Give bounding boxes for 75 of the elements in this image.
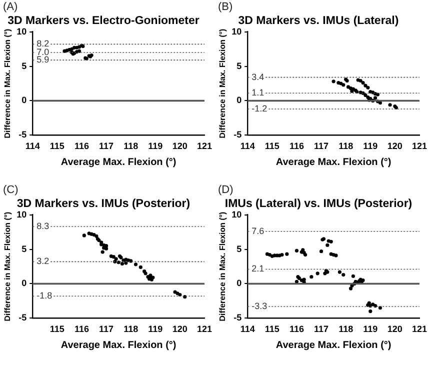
- ref-line-label: 2.1: [252, 264, 264, 274]
- y-tick-label: -5: [234, 312, 242, 323]
- y-axis-title: Difference in Max. Flexion (°): [3, 28, 12, 138]
- x-tick-label: 117: [314, 141, 329, 152]
- x-tick-label: 117: [99, 141, 114, 152]
- x-tick-label: 118: [338, 324, 354, 334]
- x-tick-label: 118: [124, 141, 138, 152]
- ref-line-label: 5.9: [36, 54, 50, 65]
- x-tick-label: 119: [148, 324, 163, 334]
- y-tick-label: 10: [232, 209, 242, 220]
- chart-title: 3D Markers vs. IMUs (Lateral): [238, 15, 399, 28]
- x-tick-label: 119: [363, 324, 378, 334]
- chart-title: 3D Markers vs. Electro-Goniometer: [8, 15, 200, 28]
- chart-title: IMUs (Lateral) vs. IMUs (Posterior): [224, 198, 412, 210]
- x-axis-title: Average Max. Flexion (°): [276, 340, 392, 351]
- x-tick-label: 121: [196, 141, 212, 152]
- x-tick-label: 120: [387, 141, 402, 152]
- x-tick-label: 114: [240, 141, 255, 152]
- y-axis-title: Difference in Max. Flexion (°): [218, 28, 228, 138]
- x-tick-label: 114: [240, 324, 255, 334]
- text: (C): [3, 184, 18, 196]
- y-tick-label: 5: [22, 244, 27, 254]
- ref-line-label: 1.1: [252, 88, 264, 98]
- y-tick-label: -5: [18, 130, 27, 140]
- y-tick-label: 0: [236, 278, 242, 288]
- x-tick-label: 118: [124, 324, 138, 334]
- text: (B): [218, 1, 233, 13]
- x-tick-label: 120: [387, 324, 402, 334]
- y-tick-label: 0: [236, 95, 242, 106]
- chart-title: 3D Markers vs. IMUs (Posterior): [16, 198, 190, 210]
- ref-line-label: 8.3: [36, 221, 50, 232]
- ref-line-label: 7.0: [36, 46, 50, 57]
- ref-line-label: 7.6: [252, 226, 264, 236]
- x-tick-label: 120: [172, 324, 188, 334]
- y-tick-label: 5: [236, 60, 242, 71]
- y-tick-label: 0: [22, 278, 27, 288]
- x-tick-label: 116: [74, 141, 89, 152]
- ref-line-label: -1.2: [252, 103, 268, 114]
- ref-line-label: 3.4: [252, 72, 264, 82]
- x-tick-label: 115: [50, 141, 64, 152]
- ref-line-label: 3.2: [36, 256, 50, 266]
- text: (D): [218, 184, 234, 196]
- y-tick-label: 5: [236, 244, 242, 254]
- y-axis-title: Difference in Max. Flexion (°): [3, 211, 12, 322]
- x-tick-label: 118: [338, 141, 354, 152]
- x-tick-label: 116: [289, 141, 304, 152]
- x-tick-label: 116: [289, 324, 304, 334]
- x-tick-label: 121: [196, 324, 212, 334]
- x-axis-title: Average Max. Flexion (°): [60, 340, 176, 351]
- y-axis-title: Difference in Max. Flexion (°): [218, 211, 228, 322]
- x-tick-label: 121: [412, 141, 428, 152]
- x-tick-label: 115: [50, 324, 64, 334]
- x-axis-title: Average Max. Flexion (°): [276, 156, 392, 168]
- y-tick-label: 10: [16, 209, 27, 220]
- x-tick-label: 117: [314, 324, 329, 334]
- y-tick-label: 0: [22, 95, 27, 106]
- x-tick-label: 116: [74, 324, 89, 334]
- x-tick-label: 115: [264, 141, 280, 152]
- y-tick-label: -5: [18, 312, 27, 323]
- x-tick-label: 119: [363, 141, 378, 152]
- x-tick-label: 120: [172, 141, 188, 152]
- text: (A): [3, 1, 18, 13]
- y-tick-label: 10: [232, 26, 242, 36]
- x-tick-label: 115: [264, 324, 280, 334]
- y-tick-label: -5: [234, 130, 242, 140]
- x-tick-label: 114: [25, 141, 40, 152]
- y-tick-label: 10: [16, 26, 27, 36]
- x-tick-label: 119: [148, 141, 163, 152]
- ref-line-label: -1.8: [36, 290, 52, 301]
- x-tick-label: 121: [412, 324, 428, 334]
- ref-line-label: 8.2: [36, 38, 50, 49]
- x-axis-title: Average Max. Flexion (°): [60, 156, 176, 168]
- ref-line-label: -3.3: [252, 300, 268, 311]
- x-tick-label: 117: [99, 324, 114, 334]
- y-tick-label: 5: [22, 60, 27, 71]
